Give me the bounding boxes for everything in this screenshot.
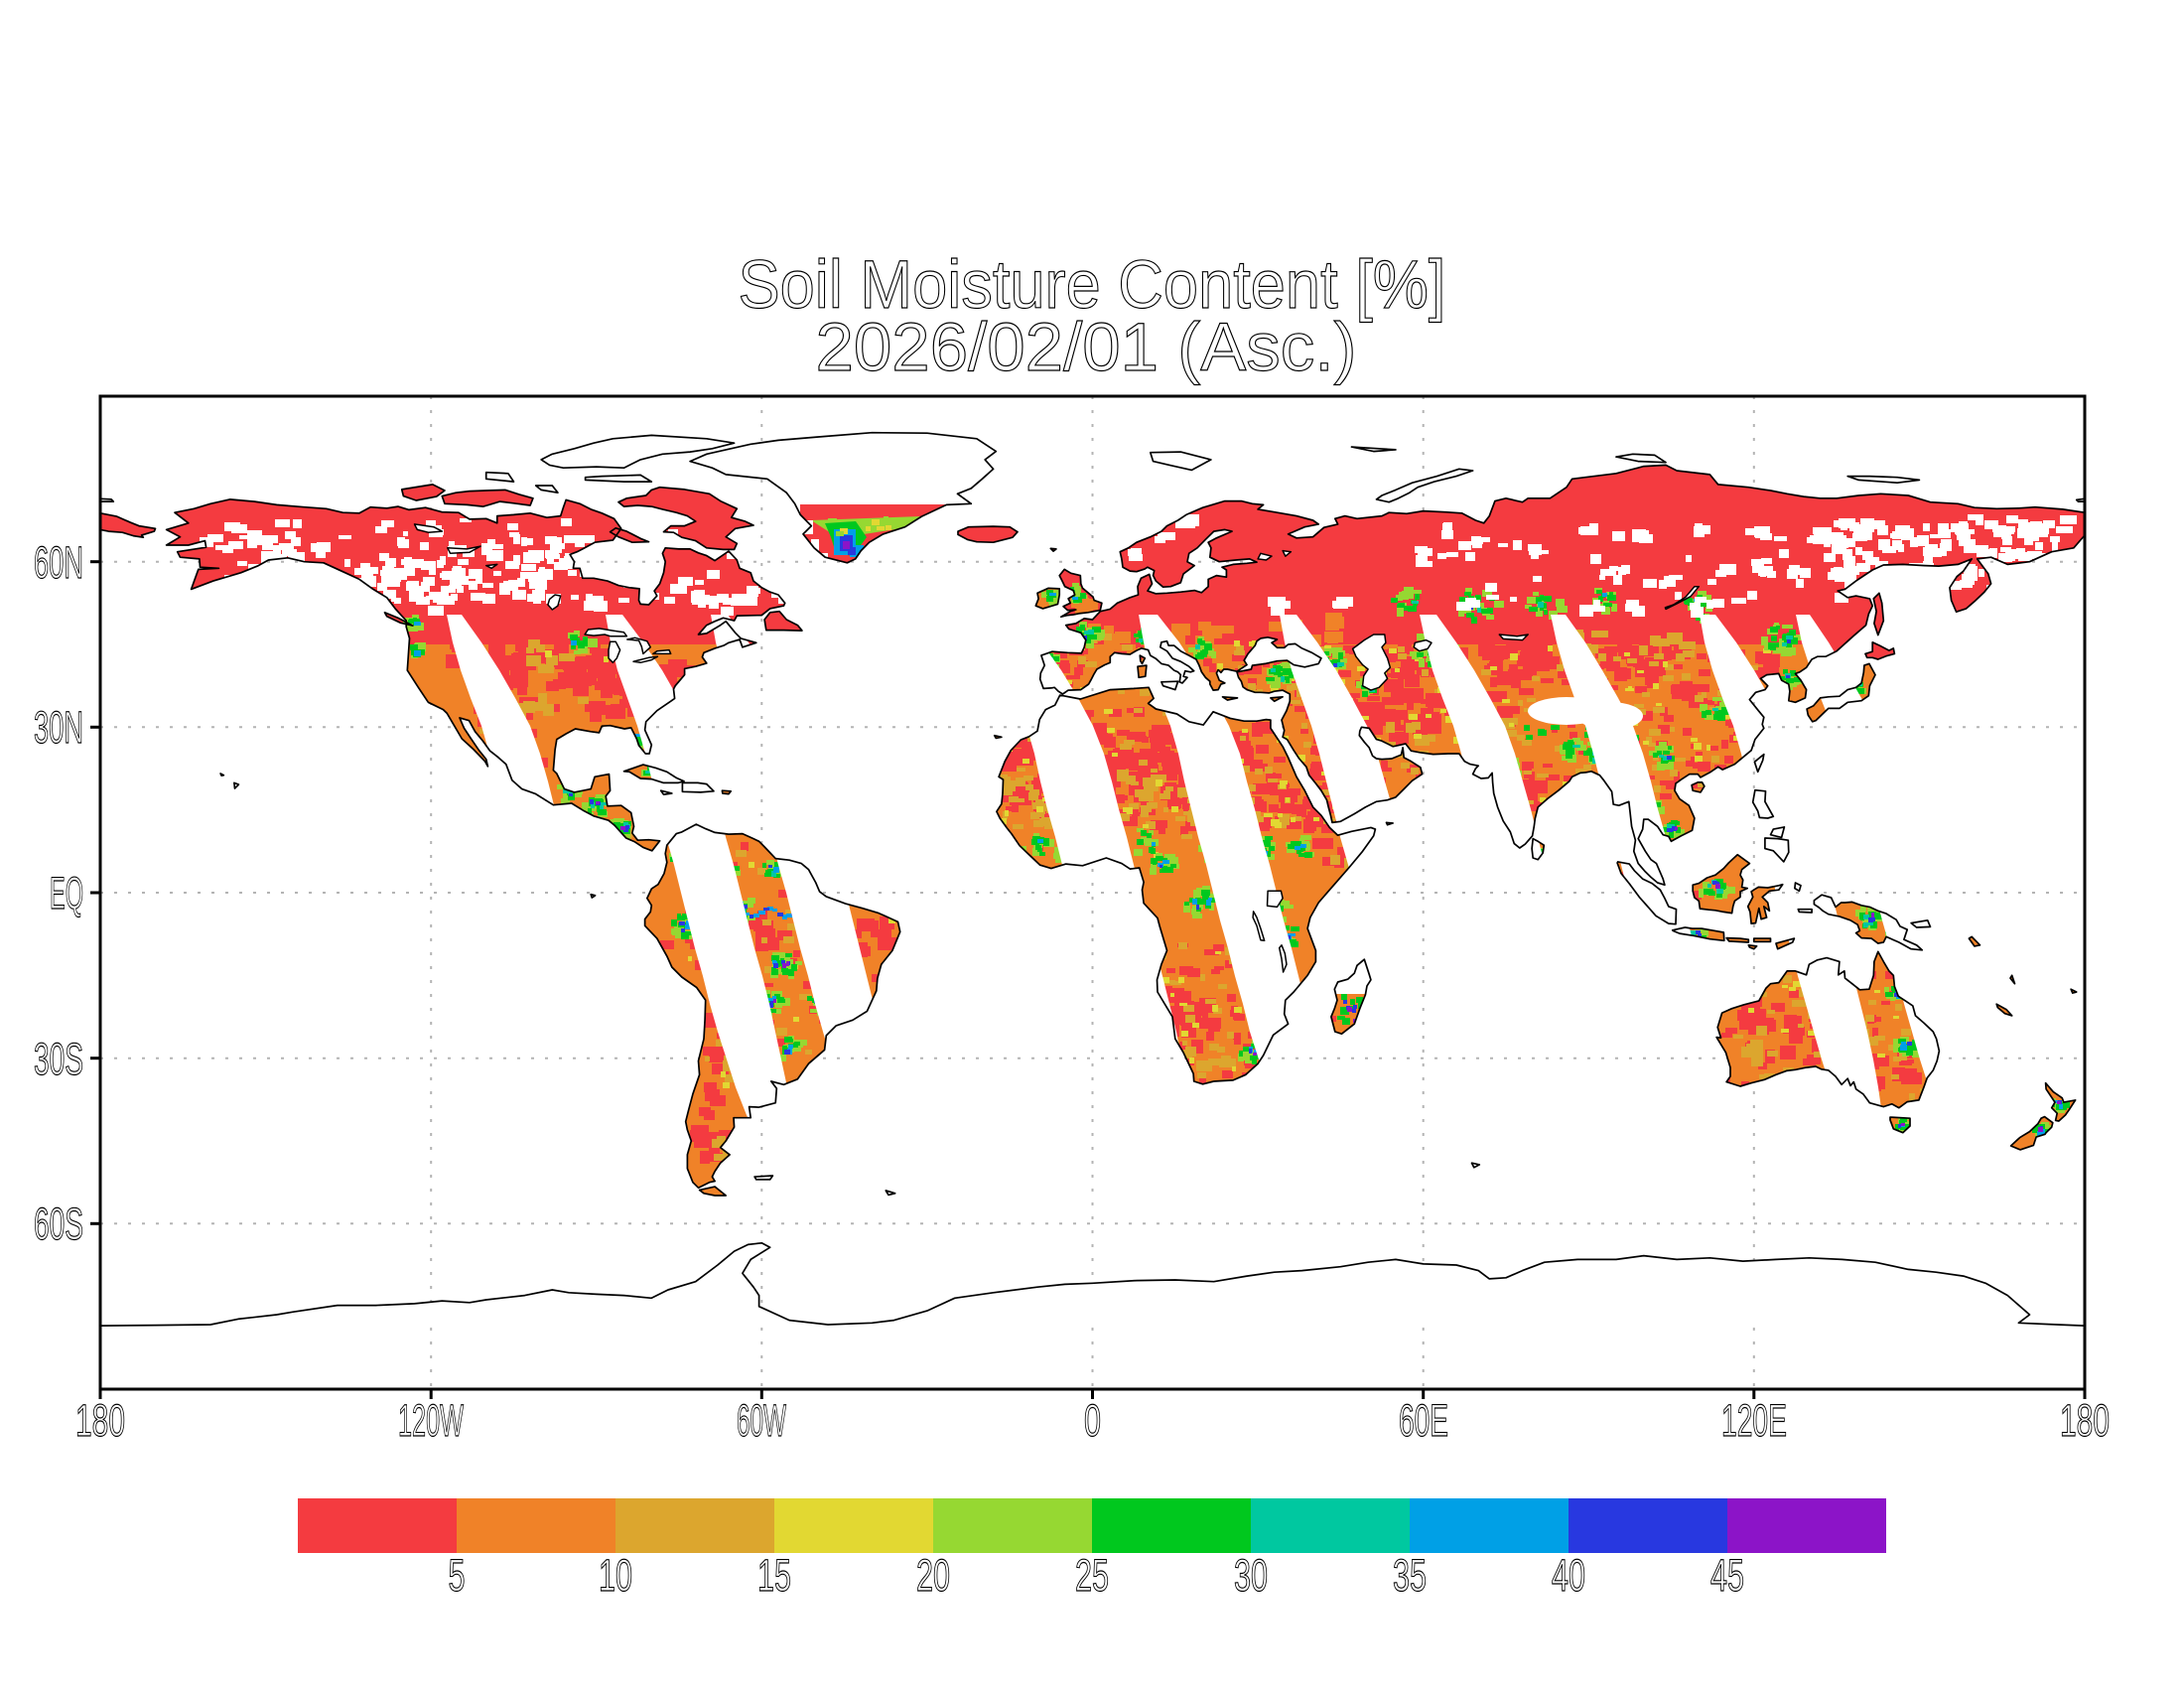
svg-text:30N: 30N [34,702,83,753]
svg-text:120W: 120W [398,1395,464,1446]
svg-text:15: 15 [757,1550,791,1601]
svg-text:180: 180 [75,1395,125,1446]
svg-text:2026/02/01 (Asc.): 2026/02/01 (Asc.) [816,309,1357,385]
svg-text:10: 10 [599,1550,632,1601]
svg-text:60S: 60S [34,1199,83,1249]
svg-text:40: 40 [1552,1550,1585,1601]
svg-text:30: 30 [1234,1550,1268,1601]
svg-text:20: 20 [916,1550,950,1601]
svg-text:120E: 120E [1721,1395,1787,1446]
svg-text:5: 5 [449,1550,466,1601]
svg-text:EQ: EQ [50,868,83,918]
svg-text:35: 35 [1393,1550,1427,1601]
svg-text:60E: 60E [1399,1395,1448,1446]
svg-text:Soil Moisture Content [%]: Soil Moisture Content [%] [739,246,1446,323]
svg-text:180: 180 [2060,1395,2110,1446]
svg-text:0: 0 [1084,1395,1101,1446]
svg-text:60W: 60W [737,1395,786,1446]
svg-text:30S: 30S [34,1034,83,1084]
svg-text:25: 25 [1075,1550,1109,1601]
svg-text:45: 45 [1710,1550,1744,1601]
svg-text:60N: 60N [34,537,83,588]
